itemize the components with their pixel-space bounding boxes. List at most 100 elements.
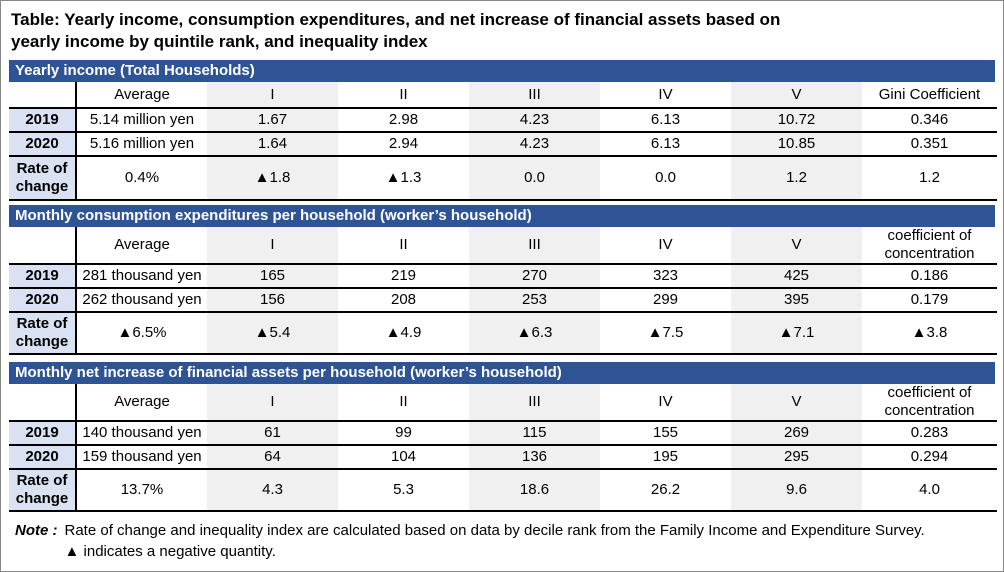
header-cell-q1: I [207, 383, 338, 422]
header-cell-q3: III [469, 383, 600, 422]
header-cell-q2: II [338, 226, 469, 265]
row-label: Rate of change [9, 311, 77, 355]
section-consumption-expenditures: Monthly consumption expenditures per hou… [9, 204, 997, 355]
header-cell-q3: III [469, 81, 600, 109]
header-cell-gini: Gini Coefficient [862, 81, 997, 109]
header-cell-q1: I [207, 81, 338, 109]
footnote-text: Rate of change and inequality index are … [65, 520, 925, 562]
header-cell-q5: V [731, 383, 862, 422]
data-cell: ▲5.4 [207, 311, 338, 355]
consumption-table: Average I II III IV V coefficient of con… [9, 226, 997, 355]
row-label: 2020 [9, 287, 77, 313]
data-cell: 0.283 [862, 420, 997, 446]
header-cell-q4: IV [600, 81, 731, 109]
data-cell: 299 [600, 287, 731, 313]
data-cell: 99 [338, 420, 469, 446]
data-cell: ▲6.5% [76, 311, 207, 355]
data-cell: 4.23 [469, 107, 600, 133]
header-cell-q3: III [469, 226, 600, 265]
data-cell: ▲4.9 [338, 311, 469, 355]
data-cell: 295 [731, 444, 862, 470]
data-cell: 195 [600, 444, 731, 470]
data-cell: 5.3 [338, 468, 469, 512]
header-cell-q5: V [731, 226, 862, 265]
data-cell: 4.0 [862, 468, 997, 512]
page-title-line1: Table: Yearly income, consumption expend… [11, 10, 781, 29]
data-cell: 253 [469, 287, 600, 313]
row-label: 2019 [9, 107, 77, 133]
data-cell: 4.3 [207, 468, 338, 512]
header-cell-q2: II [338, 383, 469, 422]
data-cell: 9.6 [731, 468, 862, 512]
data-cell: 159 thousand yen [76, 444, 207, 470]
data-cell: 323 [600, 263, 731, 289]
data-cell: 61 [207, 420, 338, 446]
footnote-line1: Rate of change and inequality index are … [64, 521, 925, 539]
row-label: 2019 [9, 263, 77, 289]
table-row-2019: 2019 140 thousand yen 61 99 115 155 269 … [9, 420, 997, 446]
footnote: Note : Rate of change and inequality ind… [15, 520, 993, 562]
table-row-rate-of-change: Rate of change ▲6.5% ▲5.4 ▲4.9 ▲6.3 ▲7.5… [9, 311, 997, 355]
data-cell: 0.179 [862, 287, 997, 313]
footnote-line2: ▲ indicates a negative quantity. [64, 542, 276, 560]
table-row-2019: 2019 5.14 million yen 1.67 2.98 4.23 6.1… [9, 107, 997, 133]
section-yearly-income: Yearly income (Total Households) Average… [9, 59, 997, 201]
header-cell-q5: V [731, 81, 862, 109]
table-row-2020: 2020 159 thousand yen 64 104 136 195 295… [9, 444, 997, 470]
data-cell: 1.67 [207, 107, 338, 133]
header-cell-q4: IV [600, 226, 731, 265]
section-net-increase-financial-assets: Monthly net increase of financial assets… [9, 361, 997, 512]
data-cell: 13.7% [76, 468, 207, 512]
data-cell: ▲1.8 [207, 155, 338, 201]
data-cell: 10.85 [731, 131, 862, 157]
data-cell: 0.186 [862, 263, 997, 289]
data-cell: 140 thousand yen [76, 420, 207, 446]
header-cell-q4: IV [600, 383, 731, 422]
header-cell-average: Average [76, 81, 207, 109]
data-cell: 270 [469, 263, 600, 289]
data-cell: 2.94 [338, 131, 469, 157]
header-cell-q2: II [338, 81, 469, 109]
row-label: 2019 [9, 420, 77, 446]
table-row-rate-of-change: Rate of change 0.4% ▲1.8 ▲1.3 0.0 0.0 1.… [9, 155, 997, 201]
page-title: Table: Yearly income, consumption expend… [11, 9, 993, 54]
data-cell: 262 thousand yen [76, 287, 207, 313]
header-cell-concentration: coefficient of concentration [862, 383, 997, 422]
data-cell: 281 thousand yen [76, 263, 207, 289]
data-cell: 4.23 [469, 131, 600, 157]
data-cell: 156 [207, 287, 338, 313]
yearly-income-table: Average I II III IV V Gini Coefficient 2… [9, 81, 997, 201]
data-cell: 395 [731, 287, 862, 313]
data-cell: 2.98 [338, 107, 469, 133]
data-cell: 208 [338, 287, 469, 313]
header-cell-average: Average [76, 383, 207, 422]
row-label: 2020 [9, 444, 77, 470]
table-row-2020: 2020 5.16 million yen 1.64 2.94 4.23 6.1… [9, 131, 997, 157]
data-cell: ▲3.8 [862, 311, 997, 355]
data-cell: 18.6 [469, 468, 600, 512]
header-cell-average: Average [76, 226, 207, 265]
data-cell: 0.294 [862, 444, 997, 470]
header-cell-q1: I [207, 226, 338, 265]
footnote-label: Note : [15, 521, 58, 539]
page-title-line2: yearly income by quintile rank, and ineq… [11, 32, 428, 52]
data-cell: 1.64 [207, 131, 338, 157]
header-cell-concentration: coefficient of concentration [862, 226, 997, 265]
data-cell: 5.14 million yen [76, 107, 207, 133]
data-cell: ▲1.3 [338, 155, 469, 201]
data-cell: 0.346 [862, 107, 997, 133]
data-cell: 269 [731, 420, 862, 446]
row-label: Rate of change [9, 155, 77, 201]
data-cell: 6.13 [600, 107, 731, 133]
section-header-net-increase: Monthly net increase of financial assets… [9, 361, 995, 384]
data-cell: 115 [469, 420, 600, 446]
corner-cell [9, 383, 77, 422]
table-row-rate-of-change: Rate of change 13.7% 4.3 5.3 18.6 26.2 9… [9, 468, 997, 512]
net-increase-table: Average I II III IV V coefficient of con… [9, 383, 997, 512]
data-cell: 155 [600, 420, 731, 446]
data-cell: ▲7.5 [600, 311, 731, 355]
row-label: Rate of change [9, 468, 77, 512]
corner-cell [9, 81, 77, 109]
data-cell: 0.351 [862, 131, 997, 157]
data-cell: 165 [207, 263, 338, 289]
